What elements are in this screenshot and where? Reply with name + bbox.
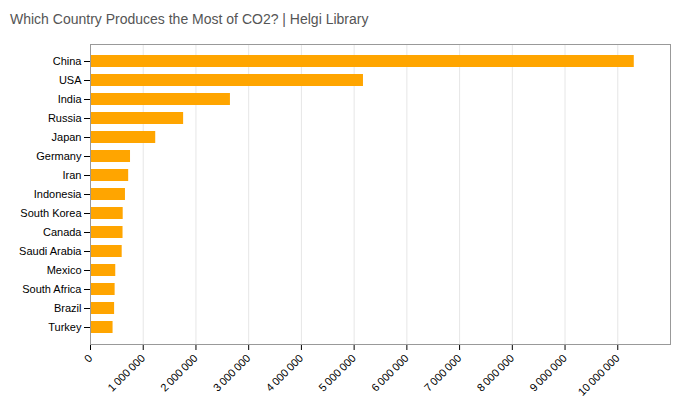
svg-text:9 000 000: 9 000 000 <box>527 352 569 394</box>
svg-text:10 000 000: 10 000 000 <box>575 352 621 398</box>
svg-text:Indonesia: Indonesia <box>34 188 83 200</box>
svg-text:USA: USA <box>59 74 82 86</box>
svg-text:Canada: Canada <box>43 226 82 238</box>
svg-text:India: India <box>58 93 83 105</box>
svg-text:8 000 000: 8 000 000 <box>474 352 516 394</box>
svg-text:3 000 000: 3 000 000 <box>211 352 253 394</box>
svg-text:7 000 000: 7 000 000 <box>422 352 464 394</box>
svg-text:South Africa: South Africa <box>22 283 82 295</box>
svg-text:6 000 000: 6 000 000 <box>369 352 411 394</box>
svg-text:4 000 000: 4 000 000 <box>263 352 305 394</box>
svg-text:1 000 000: 1 000 000 <box>105 352 147 394</box>
svg-text:2 000 000: 2 000 000 <box>158 352 200 394</box>
html-text:Which Country Produces the Mos: Which Country Produces the Most of CO2? … <box>10 11 369 27</box>
svg-text:Russia: Russia <box>48 112 83 124</box>
svg-text:Saudi Arabia: Saudi Arabia <box>19 245 82 257</box>
svg-text:Brazil: Brazil <box>54 302 82 314</box>
svg-text:Iran: Iran <box>63 169 82 181</box>
svg-text:Turkey: Turkey <box>48 321 82 333</box>
svg-text:0: 0 <box>82 352 95 365</box>
svg-text:China: China <box>53 55 83 67</box>
svg-text:Germany: Germany <box>36 150 82 162</box>
svg-text:South Korea: South Korea <box>20 207 82 219</box>
svg-text:Japan: Japan <box>52 131 82 143</box>
svg-text:Mexico: Mexico <box>47 264 82 276</box>
svg-text:5 000 000: 5 000 000 <box>316 352 358 394</box>
